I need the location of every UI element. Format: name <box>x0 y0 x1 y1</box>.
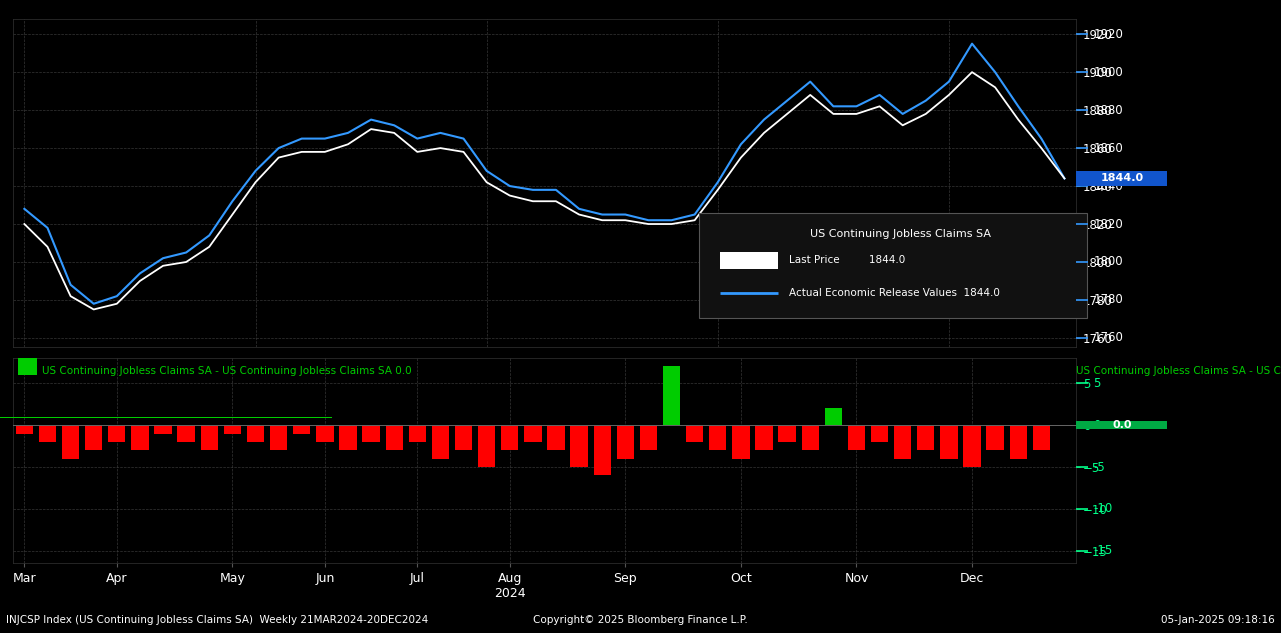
Bar <box>61 425 79 459</box>
Bar <box>1032 425 1050 450</box>
Bar <box>224 425 241 434</box>
Bar <box>247 425 264 442</box>
Bar <box>85 425 102 450</box>
Text: US Continuing Jobless Claims SA - US Continuing Jobless Claims SA 0.0: US Continuing Jobless Claims SA - US Con… <box>41 367 411 376</box>
Text: -15: -15 <box>1093 544 1113 557</box>
Text: US Continuing Jobless Claims SA: US Continuing Jobless Claims SA <box>810 229 991 239</box>
Text: Actual Economic Release Values  1844.0: Actual Economic Release Values 1844.0 <box>789 288 1000 298</box>
Bar <box>409 425 427 442</box>
Text: -10: -10 <box>1093 503 1113 515</box>
Text: 1860: 1860 <box>1093 142 1123 154</box>
FancyBboxPatch shape <box>1076 422 1167 429</box>
Text: 1880: 1880 <box>1093 104 1123 116</box>
Bar <box>871 425 888 442</box>
Text: INJCSP Index (US Continuing Jobless Claims SA)  Weekly 21MAR2024-20DEC2024: INJCSP Index (US Continuing Jobless Clai… <box>6 615 429 625</box>
Bar <box>825 408 842 425</box>
Bar <box>894 425 911 459</box>
Bar <box>802 425 819 450</box>
FancyBboxPatch shape <box>1076 171 1167 186</box>
Text: Copyright© 2025 Bloomberg Finance L.P.: Copyright© 2025 Bloomberg Finance L.P. <box>533 615 748 625</box>
Bar <box>593 425 611 475</box>
Bar <box>339 425 356 450</box>
Bar <box>131 425 149 450</box>
Bar <box>108 425 126 442</box>
Bar <box>178 425 195 442</box>
Bar <box>963 425 981 467</box>
Bar <box>386 425 402 450</box>
Text: 0.0: 0.0 <box>1112 420 1132 430</box>
Text: 1900: 1900 <box>1093 66 1123 78</box>
Bar <box>733 425 749 459</box>
Bar <box>547 425 565 450</box>
Bar <box>639 425 657 450</box>
Bar <box>986 425 1004 450</box>
Bar <box>0 417 332 418</box>
Bar <box>940 425 958 459</box>
Bar <box>432 425 450 459</box>
Bar <box>662 367 680 425</box>
Bar <box>316 425 333 442</box>
Bar <box>478 425 496 467</box>
Bar <box>616 425 634 459</box>
Bar <box>1009 425 1027 459</box>
Bar <box>710 425 726 450</box>
Bar <box>15 425 33 434</box>
Bar <box>756 425 772 450</box>
Text: 1840: 1840 <box>1093 180 1123 192</box>
Text: 1844.0: 1844.0 <box>1100 173 1144 184</box>
Bar <box>720 252 779 268</box>
Bar <box>18 358 37 375</box>
Bar <box>201 425 218 450</box>
Text: 1760: 1760 <box>1093 332 1123 344</box>
Bar <box>524 425 542 442</box>
Bar <box>570 425 588 467</box>
Text: 1920: 1920 <box>1093 28 1123 41</box>
Bar <box>848 425 865 450</box>
Text: Last Price         1844.0: Last Price 1844.0 <box>789 255 906 265</box>
Text: 1800: 1800 <box>1093 256 1123 268</box>
Bar <box>501 425 519 450</box>
Text: 05-Jan-2025 09:18:16: 05-Jan-2025 09:18:16 <box>1161 615 1275 625</box>
Bar <box>293 425 310 434</box>
Text: -5: -5 <box>1093 461 1106 473</box>
Bar <box>779 425 796 442</box>
Bar <box>917 425 934 450</box>
Bar <box>363 425 379 442</box>
FancyBboxPatch shape <box>698 213 1086 318</box>
Text: 5: 5 <box>1093 377 1100 390</box>
Bar <box>38 425 56 442</box>
Text: 0: 0 <box>1093 418 1100 432</box>
Text: 1820: 1820 <box>1093 218 1123 230</box>
Bar <box>155 425 172 434</box>
Bar <box>687 425 703 442</box>
Text: US Continuing Jobless Claims SA - US Continuing Jobless Claims SA 0.0: US Continuing Jobless Claims SA - US Con… <box>1076 367 1281 376</box>
Text: 1780: 1780 <box>1093 294 1123 306</box>
Bar <box>270 425 287 450</box>
Bar <box>455 425 473 450</box>
